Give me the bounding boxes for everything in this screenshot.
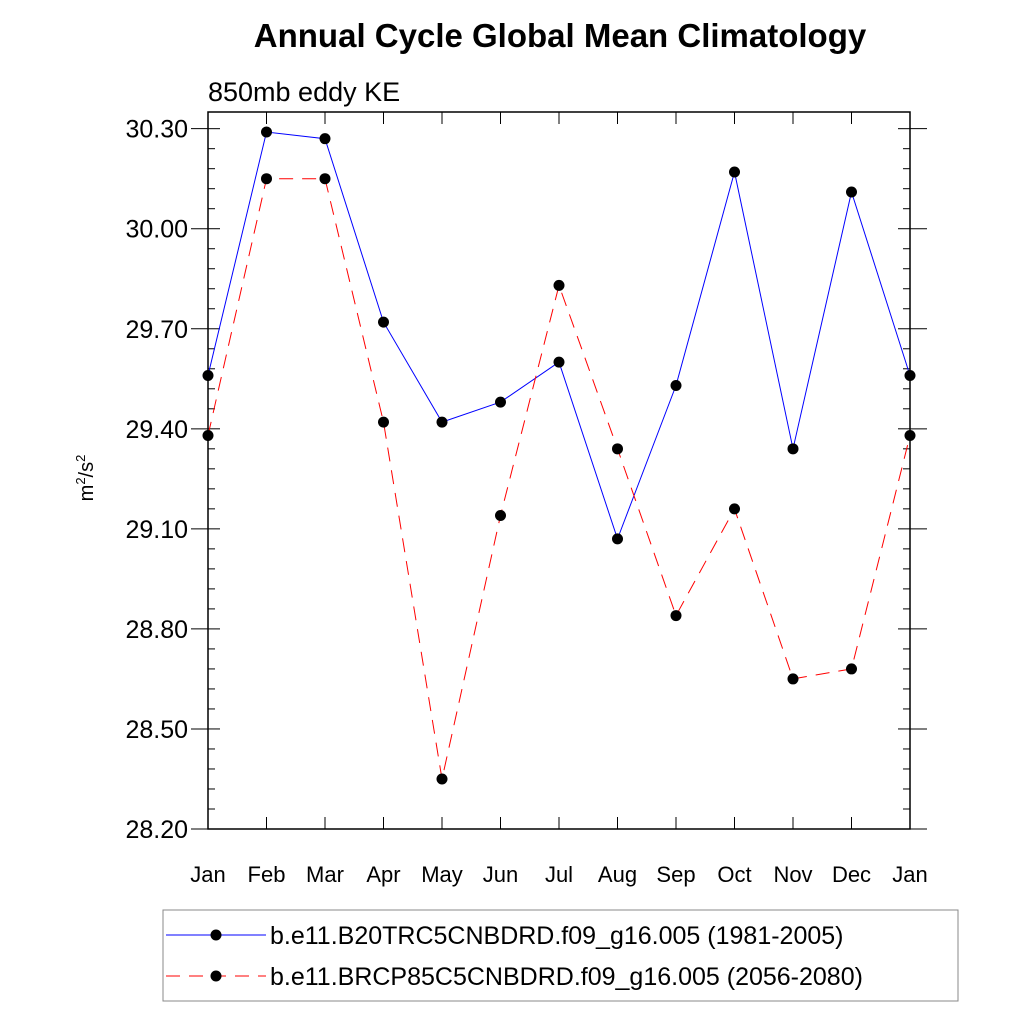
- y-axis-label-exp2: 2: [73, 455, 88, 462]
- data-point-series-1: [670, 379, 682, 391]
- data-point-series-2: [495, 510, 506, 522]
- data-point-series-2: [319, 173, 331, 185]
- y-tick-label: 30.00: [125, 216, 188, 244]
- data-point-series-2: [787, 673, 799, 685]
- y-axis: 28.20 28.50 28.80 29.10 29.40 29.70 30.00 30.30: [125, 116, 927, 844]
- data-point-series-1: [553, 356, 565, 368]
- y-tick-label: 29.10: [125, 516, 188, 544]
- data-point-series-1: [495, 396, 506, 408]
- series-line-2: [207, 178, 911, 780]
- y-tick-label: 30.30: [125, 116, 188, 144]
- data-point-series-1: [729, 166, 740, 178]
- chart-subtitle: 850mb eddy KE: [208, 77, 400, 107]
- data-point-series-2: [904, 429, 916, 441]
- data-point-series-2: [436, 773, 448, 785]
- data-point-series-1: [612, 533, 623, 545]
- data-point-series-1: [202, 369, 214, 381]
- x-tick-label: Feb: [248, 862, 286, 887]
- legend-label-series-1: b.e11.B20TRC5CNBDRD.f09_g16.005 (1981-20…: [270, 922, 844, 950]
- x-tick-label: Sep: [656, 862, 695, 887]
- x-tick-label: May: [421, 862, 463, 887]
- x-tick-label: Jul: [545, 862, 573, 887]
- data-point-series-1: [261, 126, 272, 138]
- x-tick-label: Jan: [190, 862, 225, 887]
- data-point-series-2: [261, 173, 272, 185]
- y-tick-label: 29.70: [125, 316, 188, 344]
- data-point-series-1: [436, 416, 448, 428]
- x-tick-label: Mar: [306, 862, 344, 887]
- data-point-series-2: [670, 610, 682, 622]
- data-point-series-1: [846, 186, 857, 198]
- x-tick-label: Jan: [892, 862, 927, 887]
- legend-label-series-2: b.e11.BRCP85C5CNBDRD.f09_g16.005 (2056-2…: [270, 963, 863, 991]
- data-point-series-2: [729, 503, 740, 515]
- y-axis-label-mid: /s: [76, 462, 98, 478]
- data-point-series-2: [846, 663, 857, 675]
- data-point-series-1: [904, 369, 916, 381]
- data-point-series-1: [378, 316, 389, 328]
- x-tick-label: Apr: [366, 862, 400, 887]
- data-point-series-2: [378, 416, 389, 428]
- y-axis-label: m2/s2: [73, 455, 98, 502]
- x-tick-label: Dec: [832, 862, 871, 887]
- data-point-series-2: [612, 443, 623, 455]
- y-tick-label: 28.80: [125, 616, 188, 644]
- y-axis-label-exp1: 2: [73, 477, 88, 484]
- y-tick-label: 28.20: [125, 816, 188, 844]
- y-tick-label: 29.40: [125, 416, 188, 444]
- y-tick-label: 28.50: [125, 716, 188, 744]
- data-point-series-1: [787, 443, 799, 455]
- x-axis: Jan Feb Mar Apr May Jun Jul Aug Sep Oct Nov Dec Jan: [190, 112, 928, 887]
- data-point-series-1: [319, 133, 331, 145]
- legend-box: [162, 909, 959, 1002]
- series-line-1: [207, 131, 911, 541]
- x-tick-label: Nov: [773, 862, 812, 887]
- data-point-series-2: [553, 279, 565, 291]
- x-tick-label: Aug: [598, 862, 637, 887]
- data-point-series-2: [202, 429, 214, 441]
- x-tick-label: Oct: [717, 862, 751, 887]
- y-axis-label-unit: m: [76, 485, 98, 502]
- series-group: [202, 126, 916, 785]
- legend-marker-series-2: [210, 970, 222, 982]
- plot-frame: [207, 111, 911, 830]
- legend-marker-series-1: [210, 929, 222, 941]
- chart-title: Annual Cycle Global Mean Climatology: [254, 17, 867, 54]
- x-tick-label: Jun: [483, 862, 518, 887]
